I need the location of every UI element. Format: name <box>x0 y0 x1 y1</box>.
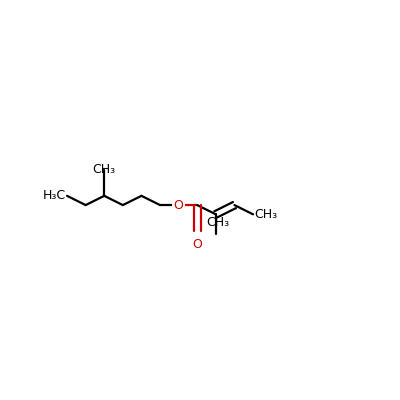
Text: O: O <box>174 198 184 212</box>
Text: H₃C: H₃C <box>42 189 66 202</box>
Text: CH₃: CH₃ <box>255 208 278 221</box>
Text: O: O <box>192 238 202 251</box>
Text: CH₃: CH₃ <box>206 216 229 229</box>
Text: CH₃: CH₃ <box>93 163 116 176</box>
